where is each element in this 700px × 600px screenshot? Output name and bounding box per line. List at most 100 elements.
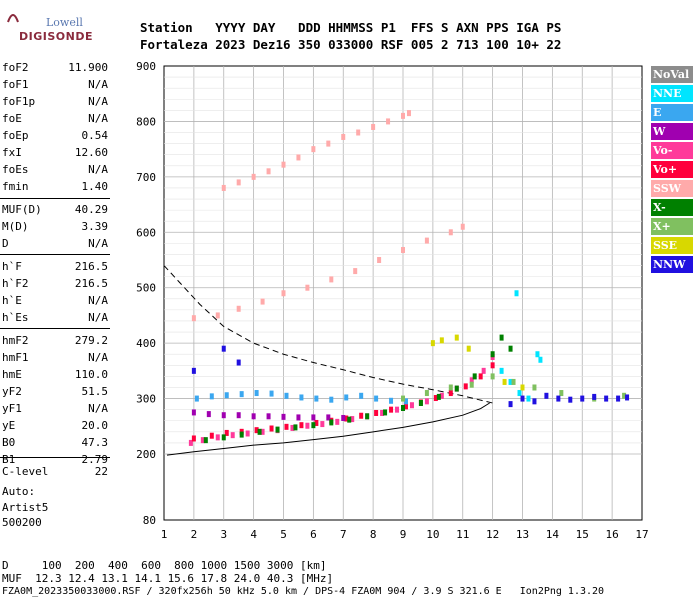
data-point [514,290,519,297]
param-name: foEs [2,163,29,176]
data-point [403,398,408,405]
data-point [329,419,334,426]
data-point [326,414,331,421]
x-tick-label: 15 [576,528,589,541]
param-row: D N/A [2,237,108,254]
logo-line-1: Lowell [46,16,83,29]
param-value: N/A [88,294,108,307]
data-point [221,434,226,441]
param-name: h`E [2,294,22,307]
param-divider [0,328,110,329]
header-values: Fortaleza 2023 Dez16 350 033000 RSF 005 … [140,37,562,52]
data-point [532,384,537,391]
data-point [401,112,405,119]
data-point [625,394,630,401]
data-point [535,351,540,358]
param-value: 3.39 [81,220,109,233]
data-point [424,390,429,397]
legend-item: SSE [651,237,693,254]
data-point [269,390,274,397]
param-value: 12.60 [74,146,108,159]
param-value: 0.54 [81,129,109,142]
data-point [335,418,340,425]
data-point [448,229,453,236]
param-value: N/A [88,311,108,324]
data-point [469,381,474,388]
param-row: B1 2.79 [2,453,108,470]
data-point [520,395,525,402]
param-row: foF2 11.900 [2,61,108,78]
legend-item: X- [651,199,693,216]
data-point [266,168,271,175]
data-point [380,409,385,416]
param-value: N/A [88,237,108,250]
data-point [448,390,453,397]
data-point [293,424,298,431]
data-point [430,340,435,347]
data-point [284,423,289,430]
data-point [544,392,549,399]
param-value: 51.5 [81,385,109,398]
data-point [532,398,537,405]
footer-distance-row: D 100 200 400 600 800 1000 1500 3000 [km… [2,559,327,572]
data-point [436,393,441,400]
data-point [221,184,226,191]
data-point [209,432,214,439]
x-tick-label: 5 [280,528,287,541]
x-tick-label: 12 [486,528,499,541]
data-point [502,378,507,385]
data-point [359,392,364,399]
param-value: 20.0 [81,419,109,432]
x-tick-label: 3 [220,528,227,541]
param-row: foF1p N/A [2,95,108,112]
param-row: foE N/A [2,112,108,129]
param-row: M(D) 3.39 [2,220,108,237]
param-row: MUF(D) 40.29 [2,203,108,220]
data-point [311,414,316,421]
param-row: foEp 0.54 [2,129,108,146]
data-point [448,384,453,391]
data-point [406,110,411,117]
data-point [260,428,265,435]
data-point [499,367,504,374]
param-value: N/A [88,402,108,415]
data-point [224,429,229,436]
legend-item: E [651,104,693,121]
data-point [254,427,259,434]
logo-swirl-icon [7,14,19,23]
param-row: foEs N/A [2,163,108,180]
data-point [215,312,220,319]
data-point [236,359,241,366]
param-name: C-level [2,465,49,478]
data-point [424,237,429,244]
param-name: B1 [2,453,16,466]
data-point [418,400,423,407]
data-point [239,431,244,438]
param-row: yF2 51.5 [2,385,108,402]
data-point [604,395,609,402]
data-point [281,413,286,420]
data-point [374,395,379,402]
data-point [329,276,334,283]
x-tick-label: 11 [456,528,469,541]
param-name: h`F [2,260,22,273]
data-point [580,395,585,402]
param-row: yE 20.0 [2,419,108,436]
data-point [371,123,376,130]
x-tick-label: 4 [250,528,257,541]
data-point [266,413,271,420]
profile-curve-dashed [163,265,493,404]
param-value: N/A [88,112,108,125]
data-point [284,392,289,399]
x-tick-label: 13 [516,528,529,541]
legend-item: NNE [651,85,693,102]
data-point [433,395,438,402]
legend-item: Vo- [651,142,693,159]
param-value: 11.900 [68,61,108,74]
autoscaling-text: Artist5 [2,501,49,514]
param-row: h`F 216.5 [2,260,108,277]
data-point [517,390,522,397]
x-tick-label: 7 [340,528,347,541]
legend-item: NNW [651,256,693,273]
legend-item: W [651,123,693,140]
